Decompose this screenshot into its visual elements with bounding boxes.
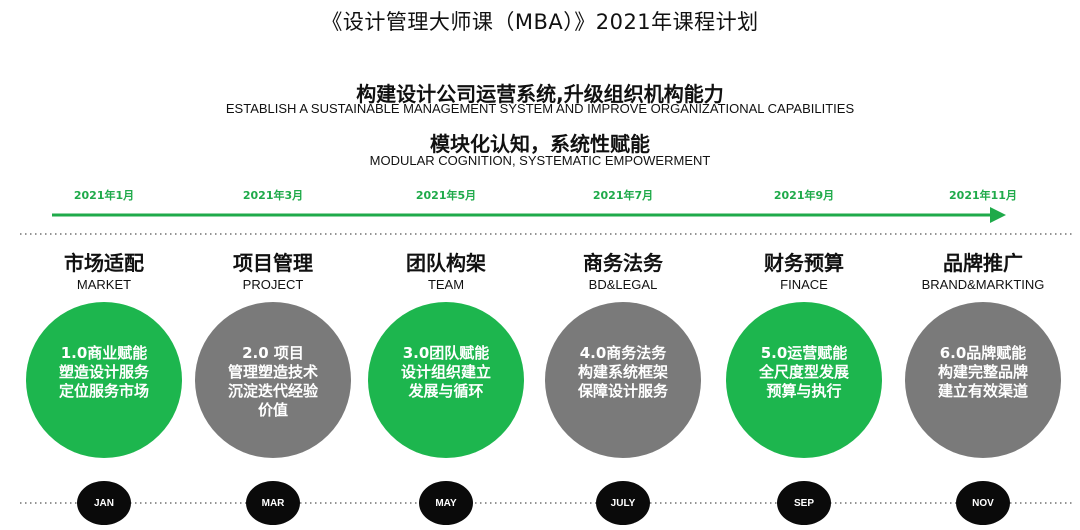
subtitle2-cn: 模块化认知，系统性赋能 xyxy=(430,132,650,156)
timeline-date-label: 2021年9月 xyxy=(773,189,835,202)
subtitle2-en: MODULAR COGNITION, SYSTEMATIC EMPOWERMEN… xyxy=(369,153,711,168)
module-description-line: 保障设计服务 xyxy=(577,382,668,400)
module-title-cn: 财务预算 xyxy=(764,251,844,275)
page-title: 《设计管理大师课（MBA）》2021年课程计划 xyxy=(321,10,759,34)
module-title-en: TEAM xyxy=(427,277,465,292)
module-description-line: 定位服务市场 xyxy=(58,382,149,400)
module-circle: 3.0团队赋能 设计组织建立 发展与循环 xyxy=(368,302,524,458)
module-description-line: 4.0商务法务 xyxy=(579,344,667,362)
module-title-en: BD&LEGAL xyxy=(588,277,658,292)
month-badge: MAR xyxy=(246,481,300,525)
module-circle: 5.0运营赋能 全尺度型发展 预算与执行 xyxy=(726,302,882,458)
month-badge: JULY xyxy=(596,481,650,525)
module-title-cn: 团队构架 xyxy=(406,251,486,275)
timeline-date-label: 2021年7月 xyxy=(592,189,654,202)
timeline-date-label: 2021年5月 xyxy=(415,189,477,202)
timeline-date-label: 2021年1月 xyxy=(73,189,135,202)
module-circle: 2.0 项目 管理塑造技术 沉淀迭代经验 价值 xyxy=(195,302,351,458)
module-description-line: 全尺度型发展 xyxy=(758,363,849,381)
module-description-line: 3.0团队赋能 xyxy=(402,344,490,362)
month-badge: NOV xyxy=(956,481,1010,525)
module-description-line: 设计组织建立 xyxy=(400,363,491,381)
module-description-line: 2.0 项目 xyxy=(242,344,304,362)
module-title-cn: 项目管理 xyxy=(233,251,313,275)
module-description-line: 发展与循环 xyxy=(408,382,484,400)
module-circle: 1.0商业赋能 塑造设计服务 定位服务市场 xyxy=(26,302,182,458)
module-title-en: MARKET xyxy=(76,277,132,292)
module-circle: 4.0商务法务 构建系统框架 保障设计服务 xyxy=(545,302,701,458)
subtitle-en: ESTABLISH A SUSTAINABLE MANAGEMENT SYSTE… xyxy=(225,101,855,116)
module-description-line: 塑造设计服务 xyxy=(58,363,149,381)
subtitle-cn: 构建设计公司运营系统,升级组织机构能力 xyxy=(356,82,724,106)
module-circle: 6.0品牌赋能 构建完整品牌 建立有效渠道 xyxy=(905,302,1061,458)
module-title-en: PROJECT xyxy=(242,277,304,292)
module-description-line: 建立有效渠道 xyxy=(937,382,1028,400)
timeline-date-label: 2021年11月 xyxy=(949,189,1017,202)
module-description-line: 预算与执行 xyxy=(766,382,842,400)
module-description-line: 构建完整品牌 xyxy=(937,363,1028,381)
module-description-line: 管理塑造技术 xyxy=(227,363,318,381)
timeline-arrow-head xyxy=(990,207,1006,223)
module-description-line: 1.0商业赋能 xyxy=(60,344,148,362)
module-title-en: FINACE xyxy=(780,277,828,292)
module-description-line: 5.0运营赋能 xyxy=(760,344,848,362)
module-title-en: BRAND&MARKTING xyxy=(921,277,1045,292)
month-badge: SEP xyxy=(777,481,831,525)
module-title-cn: 商务法务 xyxy=(583,251,663,275)
module-description-line: 价值 xyxy=(257,401,288,419)
module-title-cn: 市场适配 xyxy=(64,251,144,275)
month-badge: MAY xyxy=(419,481,473,525)
month-badge: JAN xyxy=(77,481,131,525)
module-description-line: 沉淀迭代经验 xyxy=(227,382,318,400)
module-description-line: 构建系统框架 xyxy=(577,363,668,381)
module-description-line: 6.0品牌赋能 xyxy=(939,344,1027,362)
timeline-date-label: 2021年3月 xyxy=(242,189,304,202)
module-title-cn: 品牌推广 xyxy=(943,251,1023,275)
